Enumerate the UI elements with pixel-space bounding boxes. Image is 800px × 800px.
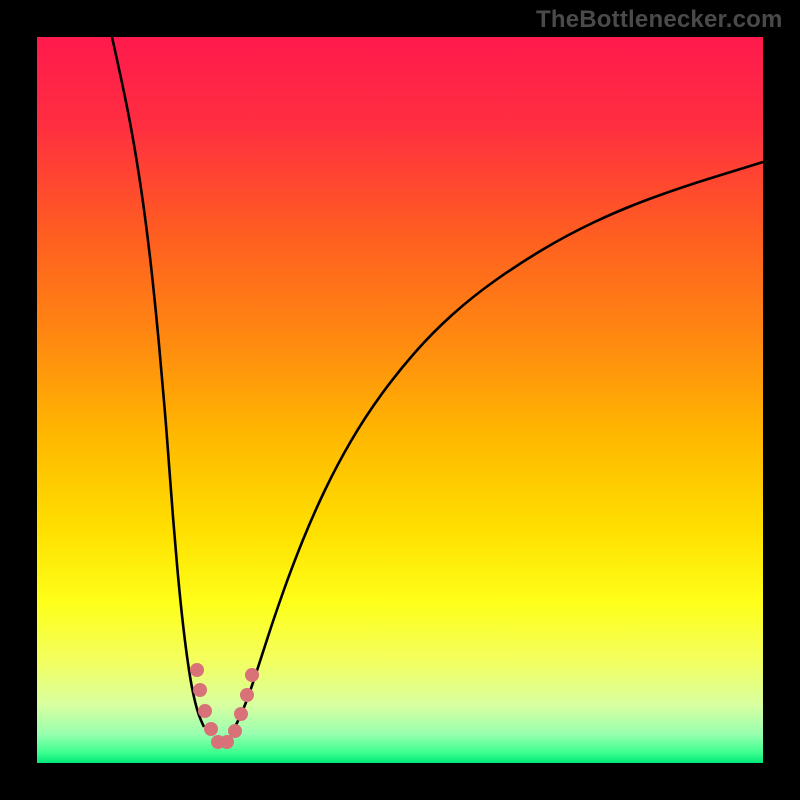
curve-left-branch [112,37,204,727]
valley-dot [204,722,218,736]
valley-dot [234,707,248,721]
valley-dot [228,724,242,738]
curve-right-branch [235,162,763,727]
valley-dot [198,704,212,718]
valley-marker-dots [190,663,259,749]
valley-dot [240,688,254,702]
plot-area [37,37,763,763]
valley-dot [193,683,207,697]
bottleneck-curve [37,37,763,763]
valley-dot [245,668,259,682]
valley-dot [190,663,204,677]
watermark-text: TheBottlenecker.com [536,6,783,34]
